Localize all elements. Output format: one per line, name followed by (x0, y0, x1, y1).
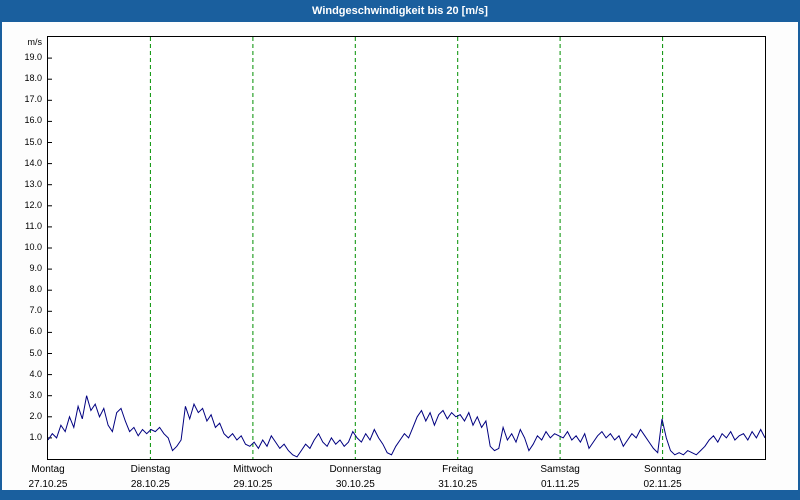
y-axis-tick-label: 12.0 (24, 199, 42, 210)
y-axis-tick-label: 5.0 (29, 347, 42, 358)
x-axis-day-label: Dienstag (130, 464, 171, 475)
y-axis-tick-label: 14.0 (24, 157, 42, 168)
x-axis-date-label: 28.10.25 (130, 479, 170, 490)
x-axis-date-label: 31.10.25 (438, 479, 478, 490)
y-axis-tick-label: 7.0 (29, 305, 42, 316)
y-axis-tick-label: 9.0 (29, 263, 42, 274)
y-axis-tick-label: 17.0 (24, 94, 42, 105)
y-axis-tick-label: 15.0 (24, 136, 42, 147)
y-axis-tick-label: 2.0 (29, 410, 42, 421)
x-axis-day-label: Mittwoch (233, 464, 273, 475)
y-axis-tick-label: 3.0 (29, 389, 42, 400)
page-title: Windgeschwindigkeit bis 20 [m/s] (312, 5, 488, 17)
x-axis-date-label: 29.10.25 (233, 479, 273, 490)
x-axis-day-label: Montag (31, 464, 65, 475)
y-axis-tick-label: 13.0 (24, 178, 42, 189)
x-axis-date-label: 01.11.25 (541, 479, 580, 490)
x-axis-day-label: Donnerstag (329, 464, 382, 475)
y-axis-tick-label: 16.0 (24, 115, 42, 126)
y-axis-tick-label: 18.0 (24, 73, 42, 84)
title-bar: Windgeschwindigkeit bis 20 [m/s] (2, 0, 798, 22)
wind-speed-plot (48, 37, 765, 459)
y-axis-tick-label: 10.0 (24, 242, 42, 252)
x-axis-day-label: Sonntag (643, 464, 682, 475)
x-axis-day-label: Freitag (442, 464, 474, 475)
wind-speed-line (48, 395, 765, 458)
plot-area (47, 36, 766, 460)
y-axis-tick-label: 11.0 (25, 220, 42, 231)
y-axis-tick-label: 6.0 (29, 326, 42, 337)
x-axis-date-label: 30.10.25 (335, 479, 375, 490)
x-axis-date-label: 02.11.25 (643, 479, 682, 490)
x-axis-date-label: 27.10.25 (28, 479, 68, 490)
y-axis-unit-label: m/s (27, 37, 43, 47)
y-axis-tick-label: 8.0 (29, 284, 42, 295)
y-axis-tick-label: 4.0 (29, 368, 42, 379)
footer-bar (2, 490, 798, 500)
x-axis-day-label: Samstag (540, 464, 580, 475)
y-axis-tick-label: 19.0 (24, 52, 42, 63)
y-axis-tick-label: 1.0 (29, 431, 42, 442)
